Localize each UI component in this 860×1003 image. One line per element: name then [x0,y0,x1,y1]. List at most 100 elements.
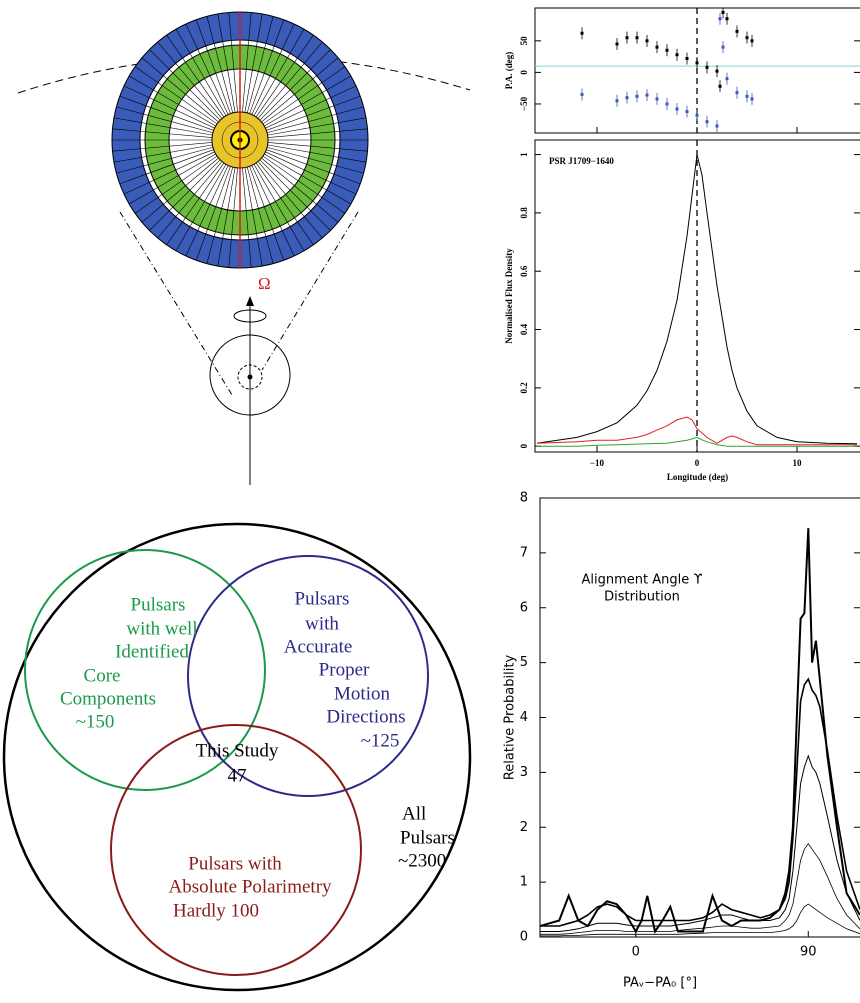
y-axis-label: Normalised Flux Density [504,248,514,344]
x-tick-label: 90 [800,945,817,960]
point [616,99,619,102]
point [751,39,754,42]
point [626,36,629,39]
y-tick-label: 1 [520,875,528,890]
venn-label: Pulsars [400,827,455,848]
annotation: Distribution [604,590,680,605]
point [696,114,699,117]
y-tick-label: 8 [520,491,528,506]
x-tick-label: 0 [695,458,700,468]
venn-label: This Study [196,740,279,761]
venn-label: Components [60,688,156,709]
y-tick-label: 2 [520,820,528,835]
point [646,39,649,42]
point [706,66,709,69]
point [581,93,584,96]
y-tick-label: 0.2 [519,382,529,394]
point [656,46,659,49]
venn-label: ~2300 [398,850,446,871]
point [581,32,584,35]
point [676,108,679,111]
point [686,110,689,113]
point [736,30,739,33]
venn-label: Hardly 100 [173,900,259,921]
point [736,91,739,94]
point [646,94,649,97]
point [696,61,699,64]
point [726,77,729,80]
venn-label: with [305,613,339,634]
y-tick-label: 50 [519,36,529,46]
venn-label: Pulsars [295,588,350,609]
point [666,49,669,52]
point [719,85,722,88]
venn-label: Directions [326,706,405,727]
point [656,97,659,100]
point [636,95,639,98]
y-tick-label: 6 [520,600,528,615]
y-axis-label: Relative Probability [503,655,518,781]
x-axis-label: Longitude (deg) [667,472,728,482]
y-tick-label: 0.6 [519,265,529,277]
point [719,17,722,20]
point [626,96,629,99]
point [676,53,679,56]
series-line [540,679,860,926]
point [686,57,689,60]
x-tick-label: −10 [590,458,605,468]
x-tick-label: 0 [632,945,640,960]
red-circle [111,725,361,975]
y-tick-label: 0 [520,930,528,945]
y-tick-label: 3 [520,765,528,780]
point [706,120,709,123]
venn-label: Core [84,665,121,686]
annotation: Alignment Angle ϒ [582,573,703,588]
omega-label: Ω [258,274,271,293]
y-tick-label: 0 [519,443,529,448]
data-layer [581,6,754,132]
chart: 0 1 2 3 4 5 6 7 8 0 90 Relative Probability PAᵥ−PA₀ … [503,491,860,991]
point [746,36,749,39]
venn-label: Pulsars with [188,853,282,874]
point [722,11,725,14]
chart: 00.20.40.60.81−10010Normalised Flux Dens… [504,140,860,482]
venn-label: 47 [228,765,247,786]
x-tick-label: 10 [793,458,803,468]
y-tick-label: 0 [519,70,529,75]
venn-label: Motion [334,683,390,704]
venn-label: Proper [319,659,370,680]
y-tick-label: 4 [520,710,528,725]
venn-label: with well [126,618,197,639]
series-line [540,756,860,932]
point [722,46,725,49]
venn-label: All [402,803,426,824]
data-layer [540,528,860,936]
chart: −50 0 50 P.A. (deg) [504,6,860,133]
y-axis-label: P.A. (deg) [504,52,514,89]
point [716,70,719,73]
x-axis-label: PAᵥ−PA₀ [°] [623,976,697,991]
point [666,102,669,105]
point [751,97,754,100]
venn-label: Pulsars [131,594,186,615]
annotation: PSR J1709−1640 [549,156,614,166]
point [726,17,729,20]
y-tick-label: 7 [520,545,528,560]
y-tick-label: 0.4 [519,323,529,335]
point [746,95,749,98]
venn-label: ~150 [76,711,115,732]
y-tick-label: 0.8 [519,207,529,219]
y-tick-label: −50 [519,96,529,111]
series-line [540,528,860,931]
y-tick-label: 5 [520,655,528,670]
point [716,125,719,128]
point [616,42,619,45]
plot-frame [540,498,860,937]
axis-arrow [246,296,254,306]
venn-label: Identified [115,641,189,662]
point [636,36,639,39]
venn-label: Accurate [284,636,353,657]
venn-label: Absolute Polarimetry [168,876,332,897]
venn-label: ~125 [361,730,400,751]
